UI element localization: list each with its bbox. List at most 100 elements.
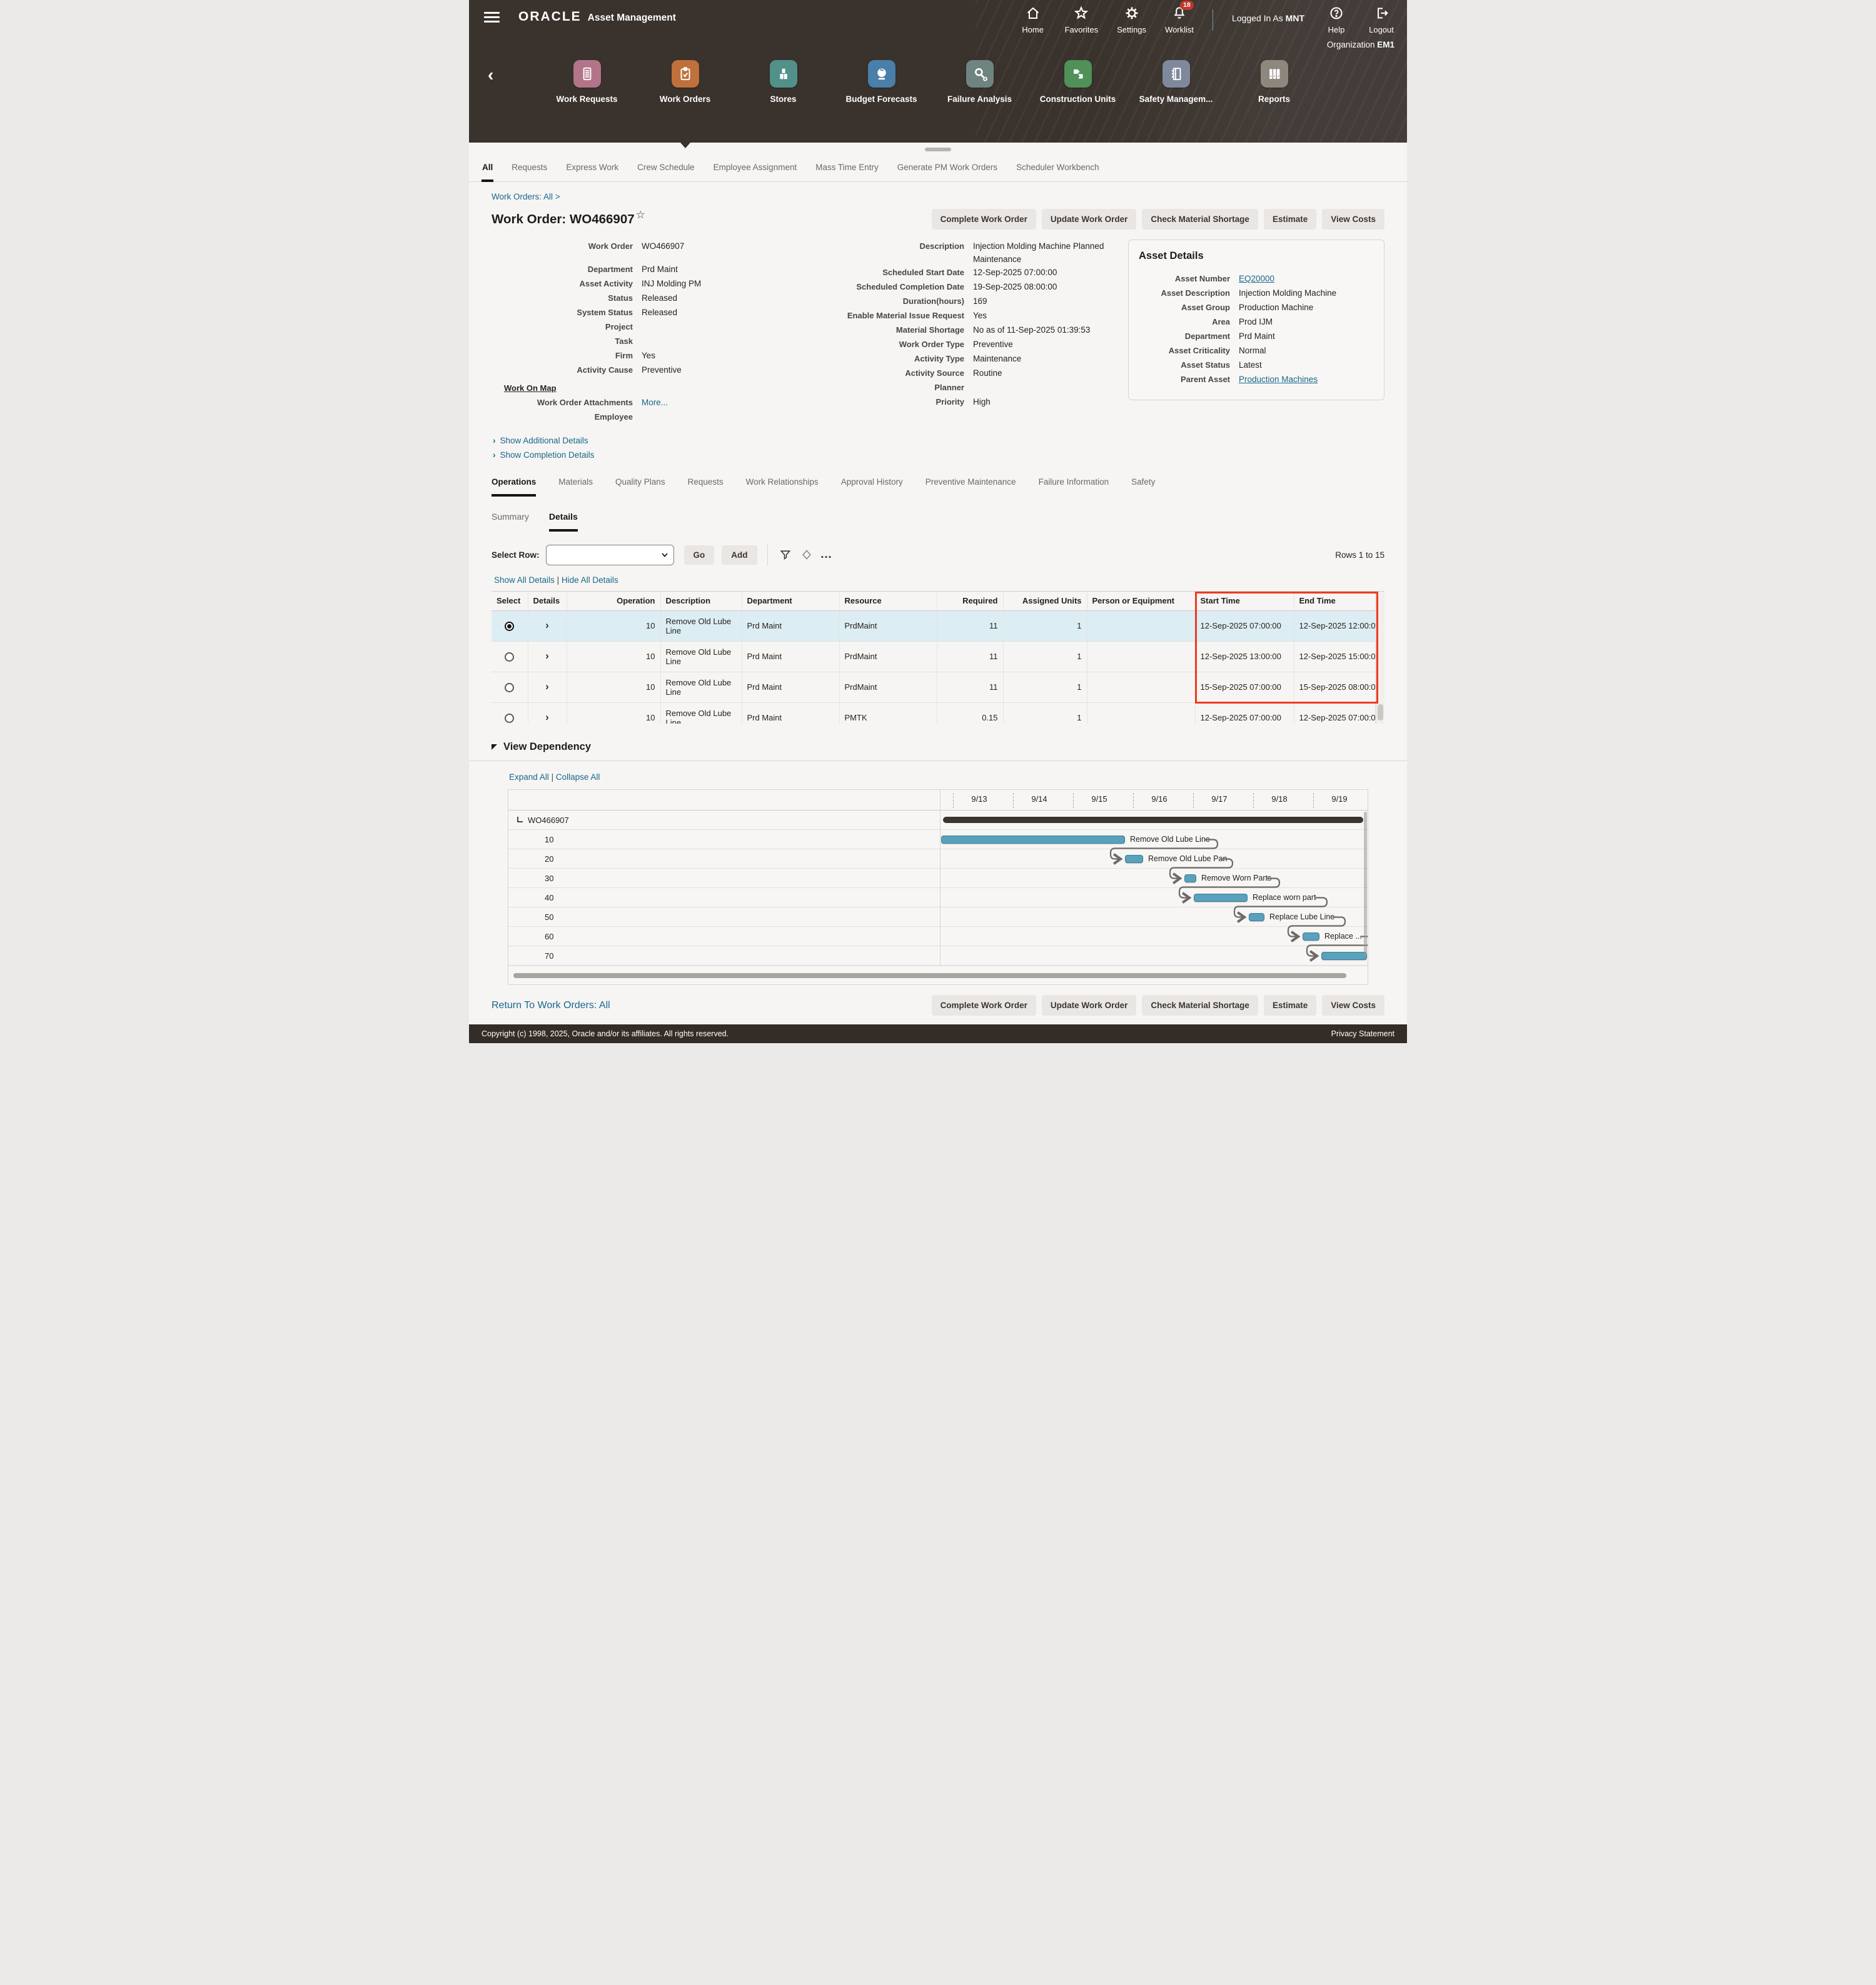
header-collapse-handle[interactable] [925,148,951,151]
update-work-order-button[interactable]: Update Work Order [1042,209,1137,230]
diamond-icon[interactable] [799,547,814,562]
app-reports[interactable]: Reports [1225,60,1323,104]
tab-requests[interactable]: Requests [511,156,548,182]
gantt-bar-op30[interactable] [1184,874,1196,882]
gantt-bar-op70[interactable] [1321,952,1367,960]
expand-all-link[interactable]: Expand All [509,772,549,782]
app-work-requests[interactable]: Work Requests [538,60,636,104]
select-row-dropdown[interactable] [546,545,674,565]
gantt-tree-item[interactable]: 70 [508,946,940,966]
settings-button[interactable]: Settings [1117,6,1146,34]
work-on-map-link[interactable]: Work On Map [504,383,557,393]
show-additional-details-link[interactable]: ›Show Additional Details [493,436,1407,445]
tab-scheduler-workbench[interactable]: Scheduler Workbench [1016,156,1100,182]
parent-asset-link[interactable]: Production Machines [1239,375,1318,384]
gantt-tree-item[interactable]: 40 [508,888,940,907]
tab-safety[interactable]: Safety [1131,477,1155,497]
gantt-horizontal-scrollbar[interactable] [508,966,1368,984]
tab-approval-history[interactable]: Approval History [841,477,903,497]
tab-employee-assignment[interactable]: Employee Assignment [713,156,798,182]
tab-crew-schedule[interactable]: Crew Schedule [637,156,695,182]
tab-preventive-maintenance[interactable]: Preventive Maintenance [925,477,1016,497]
reports-icon [1261,60,1288,88]
return-to-work-orders-link[interactable]: Return To Work Orders: All [492,1000,610,1011]
update-work-order-button-bottom[interactable]: Update Work Order [1042,995,1137,1016]
gantt-bar-op60[interactable] [1303,932,1319,941]
favorites-button[interactable]: Favorites [1065,6,1098,34]
show-completion-details-link[interactable]: ›Show Completion Details [493,450,1407,460]
row-radio-selected[interactable] [505,622,514,631]
app-construction-units[interactable]: Construction Units [1029,60,1127,104]
tab-all[interactable]: All [482,156,493,182]
filter-icon[interactable] [778,547,793,562]
hamburger-menu-icon[interactable] [482,9,502,25]
view-dependency-header[interactable]: View Dependency [492,741,1384,753]
hide-all-details-link[interactable]: Hide All Details [562,575,618,585]
table-vertical-scrollbar[interactable] [1376,592,1384,724]
attachments-more-link[interactable]: More... [642,398,668,407]
gantt-bar-op20[interactable] [1125,855,1143,863]
row-radio[interactable] [505,683,514,692]
tab-express-work[interactable]: Express Work [565,156,619,182]
gantt-tree-item[interactable]: 20 [508,849,940,869]
gantt-vertical-scrollbar[interactable] [1364,812,1367,956]
tab-details[interactable]: Details [549,512,578,532]
tab-work-relationships[interactable]: Work Relationships [746,477,819,497]
app-budget-forecasts[interactable]: Budget Forecasts [832,60,930,104]
gantt-tree-root[interactable]: WO466907 [508,811,940,830]
tab-requests-section[interactable]: Requests [688,477,724,497]
gantt-tree-item[interactable]: 10 [508,830,940,849]
app-header: ORACLE Asset Management Home Favorites [469,0,1407,143]
tab-mass-time-entry[interactable]: Mass Time Entry [815,156,879,182]
gantt-tree-item[interactable]: 30 [508,869,940,888]
tab-generate-pm-work-orders[interactable]: Generate PM Work Orders [897,156,998,182]
rows-info: Rows 1 to 15 [1335,550,1384,560]
complete-work-order-button[interactable]: Complete Work Order [932,209,1036,230]
favorite-star-icon[interactable]: ☆ [636,209,645,221]
breadcrumb-work-orders-all[interactable]: Work Orders: All [492,192,553,201]
row-details-chevron-icon[interactable]: › [545,650,549,662]
app-stores[interactable]: Stores [734,60,832,104]
home-button[interactable]: Home [1020,6,1046,34]
app-failure-analysis[interactable]: Failure Analysis [930,60,1029,104]
tab-operations[interactable]: Operations [492,477,536,497]
view-costs-button[interactable]: View Costs [1322,209,1384,230]
add-button[interactable]: Add [722,545,757,565]
collapse-all-link[interactable]: Collapse All [556,772,600,782]
gantt-summary-bar[interactable] [943,817,1363,823]
gantt-tree-item[interactable]: 60 [508,927,940,946]
breadcrumb-separator: > [555,192,560,201]
estimate-button[interactable]: Estimate [1264,209,1316,230]
worklist-button[interactable]: 18 Worklist [1165,6,1194,34]
check-material-shortage-button[interactable]: Check Material Shortage [1142,209,1258,230]
help-button[interactable]: Help [1323,6,1349,34]
view-costs-button-bottom[interactable]: View Costs [1322,995,1384,1016]
asset-number-link[interactable]: EQ20000 [1239,274,1274,283]
gantt-bar-op50[interactable] [1249,913,1264,921]
gantt-tree-item[interactable]: 50 [508,907,940,927]
more-actions-icon[interactable]: … [819,550,835,559]
title-row: Work Order: WO466907 ☆ Complete Work Ord… [492,209,1384,230]
complete-work-order-button-bottom[interactable]: Complete Work Order [932,995,1036,1016]
check-material-shortage-button-bottom[interactable]: Check Material Shortage [1142,995,1258,1016]
row-details-chevron-icon[interactable]: › [545,619,549,631]
tab-failure-information[interactable]: Failure Information [1039,477,1109,497]
gantt-bar-op10[interactable] [941,836,1125,844]
logout-button[interactable]: Logout [1368,6,1394,34]
app-safety-management[interactable]: Safety Managem... [1127,60,1225,104]
row-radio[interactable] [505,714,514,723]
row-details-chevron-icon[interactable]: › [545,711,549,723]
show-all-details-link[interactable]: Show All Details [494,575,555,585]
app-work-orders[interactable]: Work Orders [636,60,734,104]
gantt-bar-op40[interactable] [1194,894,1248,902]
tab-quality-plans[interactable]: Quality Plans [615,477,665,497]
work-order-value: WO466907 [642,240,784,253]
timeline-date: 9/16 [1151,794,1167,804]
tab-summary[interactable]: Summary [492,512,529,532]
go-button[interactable]: Go [684,545,715,565]
estimate-button-bottom[interactable]: Estimate [1264,995,1316,1016]
tab-materials[interactable]: Materials [558,477,593,497]
row-details-chevron-icon[interactable]: › [545,680,549,692]
privacy-statement-link[interactable]: Privacy Statement [1331,1029,1394,1038]
row-radio[interactable] [505,652,514,662]
